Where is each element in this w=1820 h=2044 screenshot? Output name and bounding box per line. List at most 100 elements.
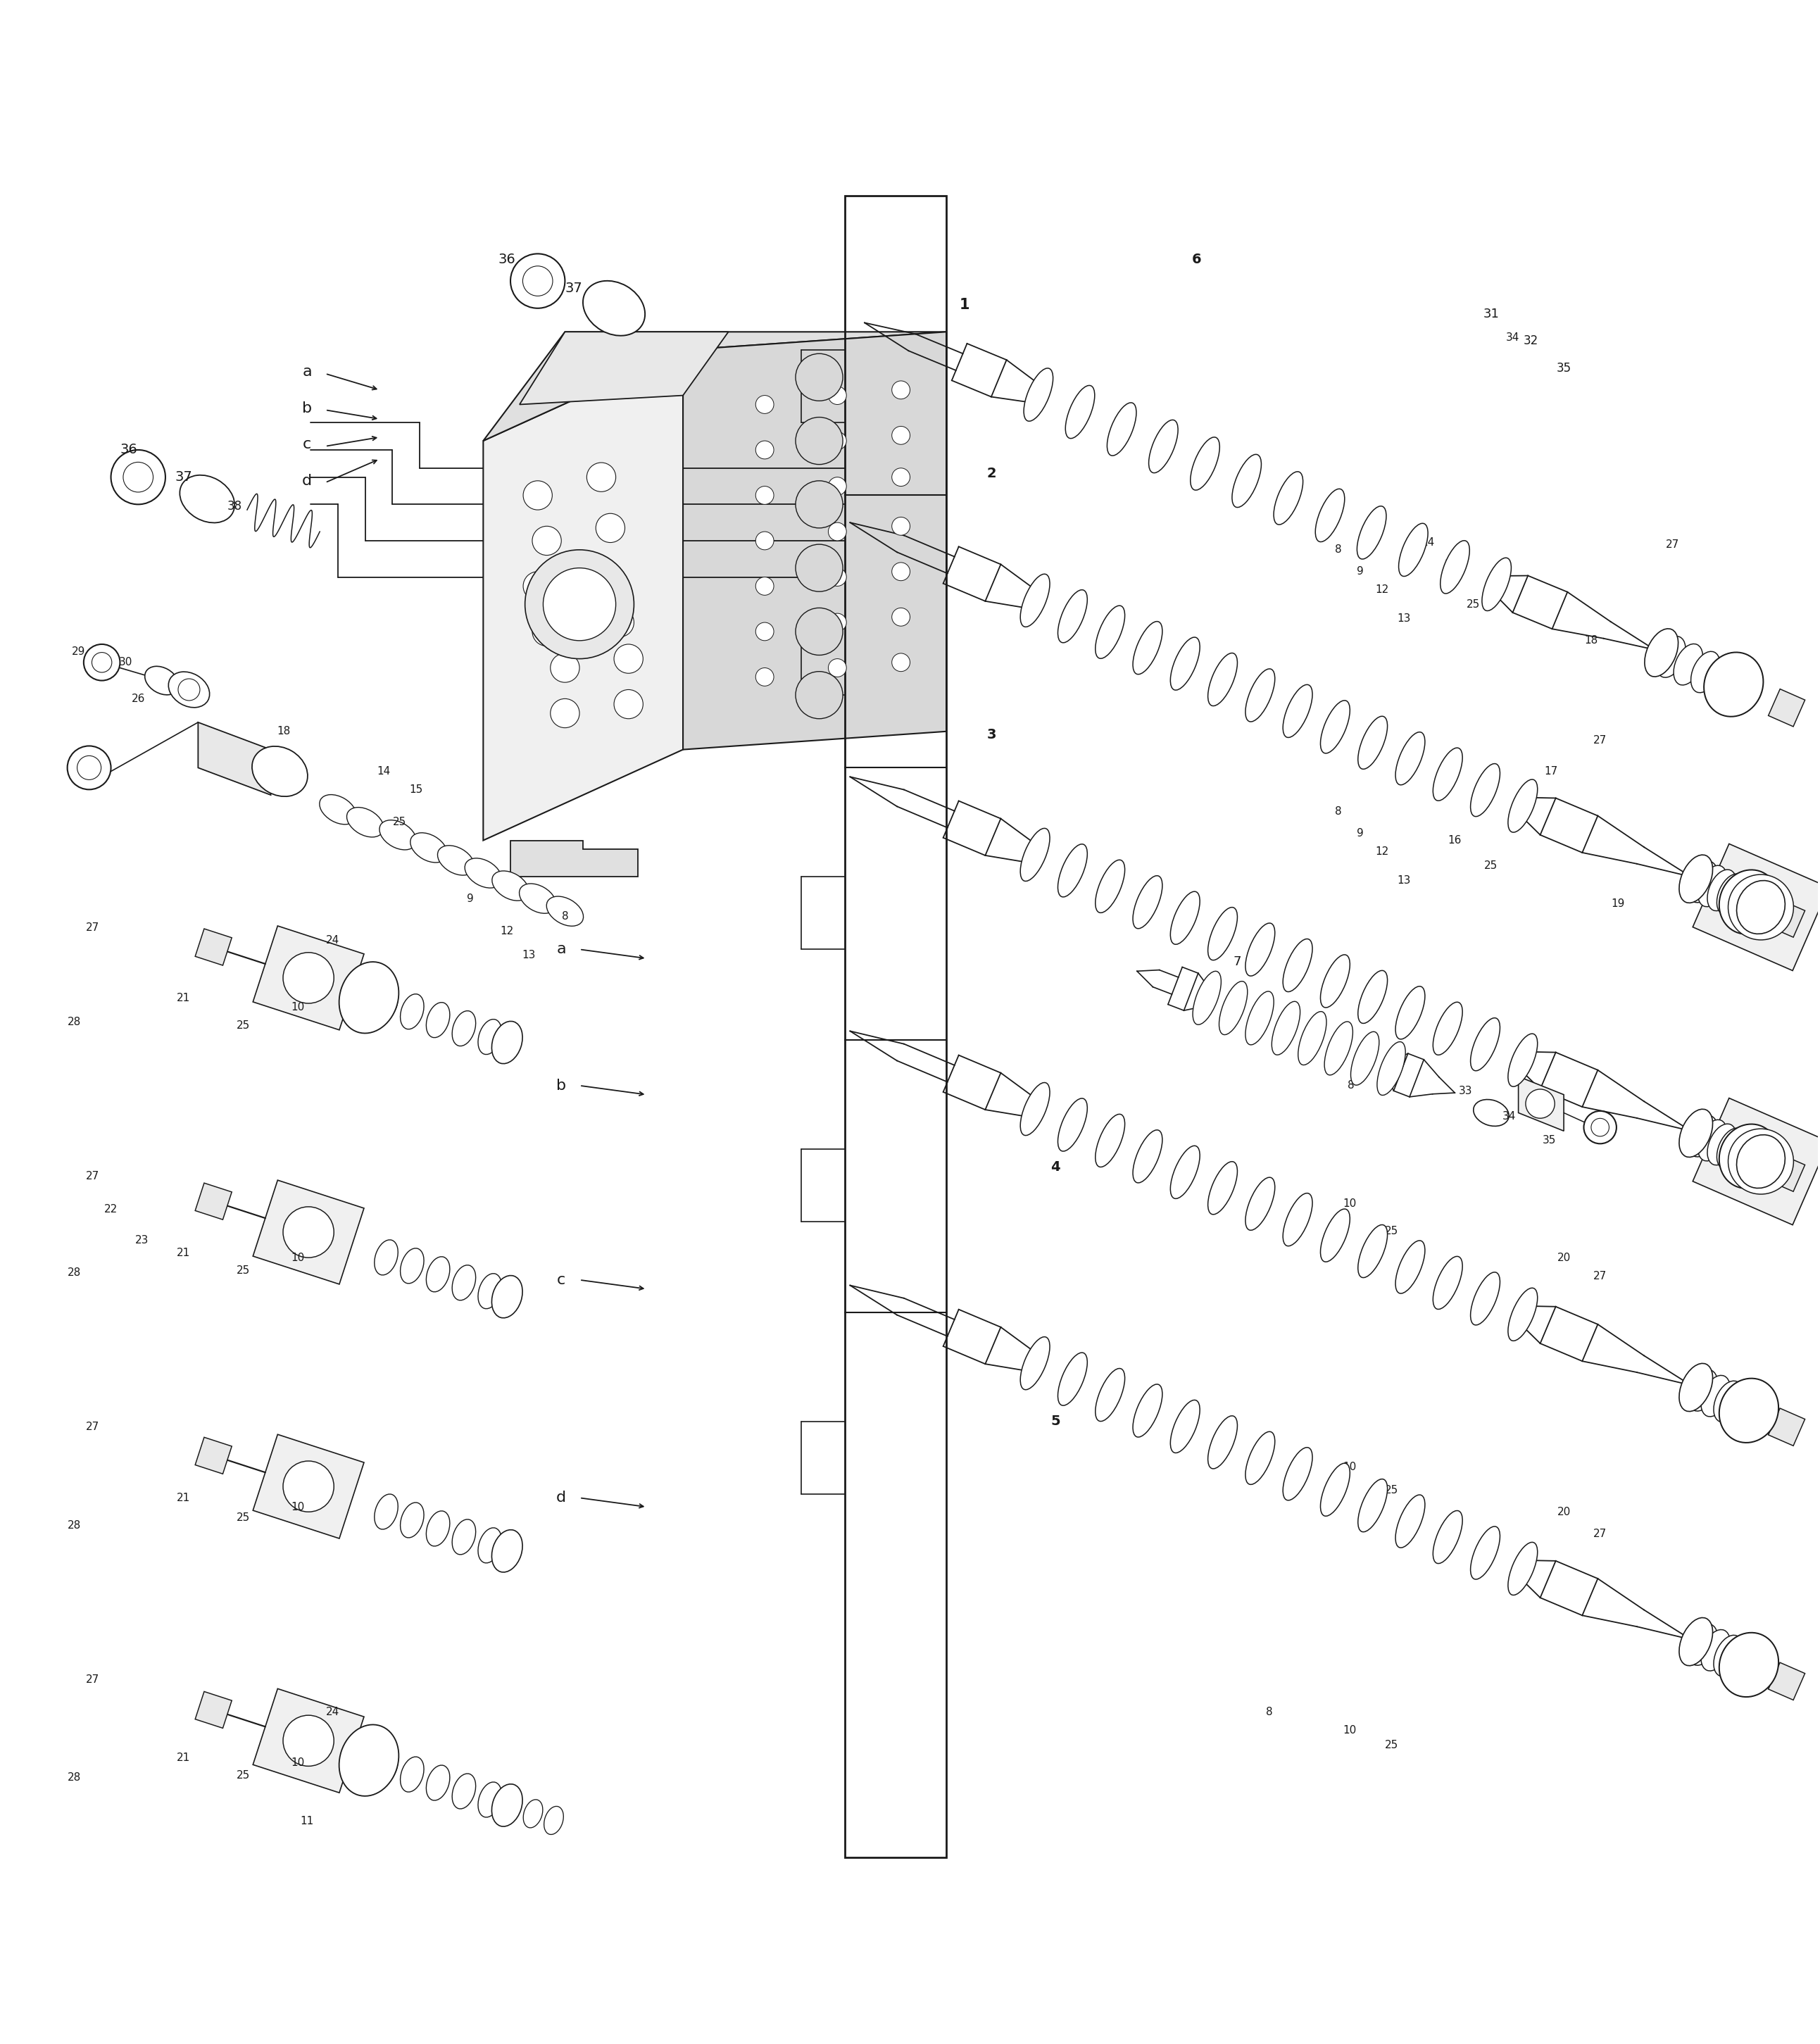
Ellipse shape [1170, 1400, 1199, 1453]
Ellipse shape [1096, 1114, 1125, 1167]
Text: 38: 38 [227, 501, 242, 513]
Text: 14: 14 [1421, 538, 1434, 548]
Ellipse shape [1298, 1012, 1327, 1065]
Text: 4: 4 [1050, 1161, 1059, 1173]
Ellipse shape [1714, 1635, 1744, 1676]
Circle shape [531, 617, 561, 646]
Text: 28: 28 [67, 1267, 82, 1278]
Ellipse shape [1350, 1032, 1380, 1085]
Circle shape [892, 562, 910, 580]
Circle shape [284, 1206, 333, 1257]
Text: 15: 15 [1445, 560, 1458, 570]
Ellipse shape [1680, 854, 1713, 903]
Ellipse shape [1321, 701, 1350, 754]
Text: 28: 28 [67, 1772, 82, 1782]
Ellipse shape [1736, 881, 1785, 934]
Ellipse shape [1720, 1124, 1778, 1188]
Circle shape [1729, 1128, 1793, 1194]
Text: a: a [302, 364, 311, 378]
Ellipse shape [1474, 1100, 1509, 1126]
Text: 14: 14 [377, 766, 389, 777]
Ellipse shape [1096, 605, 1125, 658]
Text: 28: 28 [67, 1521, 82, 1531]
Ellipse shape [320, 795, 357, 824]
Circle shape [892, 607, 910, 625]
Polygon shape [510, 840, 637, 877]
Ellipse shape [426, 1766, 450, 1801]
Ellipse shape [1720, 871, 1778, 934]
Ellipse shape [1471, 1527, 1500, 1580]
Ellipse shape [451, 1519, 475, 1555]
Ellipse shape [1021, 1337, 1050, 1390]
Ellipse shape [1396, 1494, 1425, 1547]
Text: 27: 27 [1592, 1271, 1607, 1282]
Ellipse shape [339, 963, 399, 1034]
Text: 9: 9 [1358, 828, 1363, 838]
Polygon shape [1693, 844, 1820, 971]
Circle shape [892, 380, 910, 399]
Circle shape [795, 672, 843, 719]
Circle shape [828, 568, 846, 587]
Circle shape [828, 431, 846, 450]
Ellipse shape [1358, 715, 1387, 769]
Circle shape [828, 476, 846, 495]
Circle shape [522, 572, 551, 601]
Polygon shape [484, 331, 946, 442]
Ellipse shape [1396, 732, 1425, 785]
Text: 35: 35 [1556, 362, 1571, 374]
Ellipse shape [1727, 1132, 1756, 1173]
Ellipse shape [375, 1494, 399, 1529]
Text: 3: 3 [986, 728, 997, 742]
Ellipse shape [1714, 1382, 1744, 1423]
Text: 12: 12 [1376, 585, 1389, 595]
Text: 21: 21 [177, 993, 191, 1004]
Text: c: c [557, 1273, 566, 1288]
Ellipse shape [1709, 658, 1738, 701]
Ellipse shape [1509, 779, 1538, 832]
Ellipse shape [1509, 1034, 1538, 1087]
Circle shape [67, 746, 111, 789]
Ellipse shape [1021, 828, 1050, 881]
Text: b: b [557, 1079, 566, 1094]
Ellipse shape [1471, 1271, 1500, 1325]
Ellipse shape [1656, 636, 1685, 677]
Polygon shape [1769, 899, 1805, 938]
Polygon shape [253, 1179, 364, 1284]
Circle shape [755, 531, 773, 550]
Circle shape [795, 417, 843, 464]
Text: 25: 25 [1485, 861, 1498, 871]
Text: 27: 27 [1592, 1529, 1607, 1539]
Text: 8: 8 [1267, 1443, 1272, 1453]
Ellipse shape [1065, 386, 1094, 437]
Ellipse shape [1148, 419, 1178, 472]
Ellipse shape [426, 1511, 450, 1545]
Ellipse shape [1689, 1625, 1718, 1666]
Ellipse shape [1702, 1376, 1731, 1416]
Circle shape [892, 468, 910, 486]
Ellipse shape [1689, 1116, 1718, 1157]
Text: 16: 16 [1449, 836, 1461, 846]
Circle shape [284, 1461, 333, 1513]
Ellipse shape [1132, 1384, 1163, 1437]
Text: d: d [557, 1490, 566, 1504]
Circle shape [613, 689, 642, 719]
Ellipse shape [1232, 454, 1261, 507]
Ellipse shape [1358, 1224, 1387, 1278]
Circle shape [1583, 1112, 1616, 1145]
Polygon shape [253, 1435, 364, 1539]
Ellipse shape [1170, 638, 1199, 691]
Text: 10: 10 [1343, 1461, 1356, 1472]
Polygon shape [682, 331, 946, 750]
Ellipse shape [1132, 1130, 1163, 1183]
Text: 27: 27 [86, 1171, 100, 1181]
Text: 36: 36 [120, 444, 138, 456]
Circle shape [111, 450, 166, 505]
Ellipse shape [1720, 1378, 1778, 1443]
Ellipse shape [1509, 1288, 1538, 1341]
Ellipse shape [1358, 1480, 1387, 1531]
Text: 23: 23 [135, 1235, 149, 1245]
Text: 6: 6 [1192, 253, 1201, 266]
Circle shape [1591, 1118, 1609, 1136]
Ellipse shape [1432, 1257, 1463, 1310]
Polygon shape [198, 722, 271, 795]
